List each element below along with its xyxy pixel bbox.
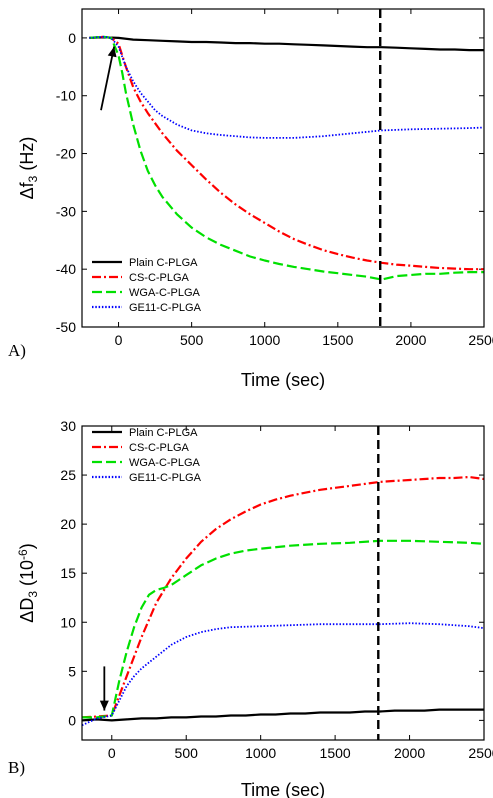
x-tick-label: 0 — [108, 745, 116, 761]
x-tick-label: 500 — [175, 745, 199, 761]
legend-label: Plain C-PLGA — [129, 257, 198, 269]
injection-arrow-head — [99, 700, 109, 711]
panel-label: A) — [8, 341, 26, 360]
legend-label: GE11-C-PLGA — [129, 302, 202, 314]
y-tick-label: -40 — [56, 261, 76, 277]
x-tick-label: 1500 — [322, 332, 353, 348]
y-tick-label: 5 — [68, 663, 76, 679]
x-axis-title: Time (sec) — [241, 370, 325, 390]
legend-label: CS-C-PLGA — [129, 442, 190, 454]
plot-frame — [81, 425, 485, 741]
series-line-plain-c-plga — [82, 708, 484, 722]
series-group — [82, 475, 484, 727]
x-tick-label: 1000 — [249, 332, 280, 348]
y-tick-label: -30 — [56, 203, 76, 219]
y-tick-label: -50 — [56, 319, 76, 335]
series-line-wga-c-plga — [89, 35, 484, 281]
y-tick-label: 0 — [68, 712, 76, 728]
series-line-cs-c-plga — [89, 35, 484, 271]
y-tick-label: 15 — [60, 565, 76, 581]
series-line-plain-c-plga — [89, 36, 484, 52]
x-tick-label: 2000 — [394, 745, 425, 761]
x-tick-label: 2000 — [395, 332, 426, 348]
x-axis-title: Time (sec) — [241, 780, 325, 798]
legend-label: WGA-C-PLGA — [129, 457, 201, 469]
plot-frame — [81, 8, 485, 328]
series-line-ge11-c-plga — [89, 35, 484, 139]
legend-label: CS-C-PLGA — [129, 272, 190, 284]
y-tick-label: 20 — [60, 516, 76, 532]
panel-label: B) — [8, 758, 25, 777]
injection-arrow-head — [107, 46, 117, 58]
y-tick-label: -20 — [56, 146, 76, 162]
y-tick-label: -10 — [56, 88, 76, 104]
x-tick-label: 500 — [180, 332, 204, 348]
y-tick-label: 10 — [60, 614, 76, 630]
y-tick-label: 25 — [60, 467, 76, 483]
y-axis-title: ΔD3 (10-6) — [16, 543, 40, 622]
legend-label: Plain C-PLGA — [129, 427, 198, 439]
y-tick-label: 30 — [60, 418, 76, 434]
legend-label: GE11-C-PLGA — [129, 472, 202, 484]
legend: Plain C-PLGA CS-C-PLGA WGA-C-PLGA GE11-C-PL… — [92, 257, 202, 314]
x-tick-label: 0 — [115, 332, 123, 348]
injection-arrow-shaft — [100, 46, 116, 111]
y-tick-label: 0 — [68, 30, 76, 46]
series-group — [89, 35, 484, 281]
series-line-ge11-c-plga — [82, 622, 484, 727]
series-line-wga-c-plga — [82, 539, 484, 719]
x-tick-label: 1000 — [245, 745, 276, 761]
x-tick-label: 1500 — [320, 745, 351, 761]
y-axis-title: Δf3 (Hz) — [17, 137, 40, 200]
legend: Plain C-PLGA CS-C-PLGA WGA-C-PLGA GE11-C-PL… — [92, 427, 202, 484]
series-line-cs-c-plga — [82, 475, 484, 719]
legend-label: WGA-C-PLGA — [129, 287, 201, 299]
